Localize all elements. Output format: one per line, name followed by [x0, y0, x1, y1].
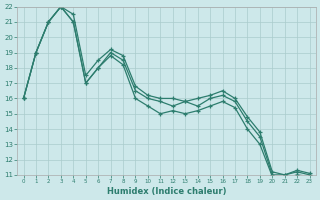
- X-axis label: Humidex (Indice chaleur): Humidex (Indice chaleur): [107, 187, 226, 196]
